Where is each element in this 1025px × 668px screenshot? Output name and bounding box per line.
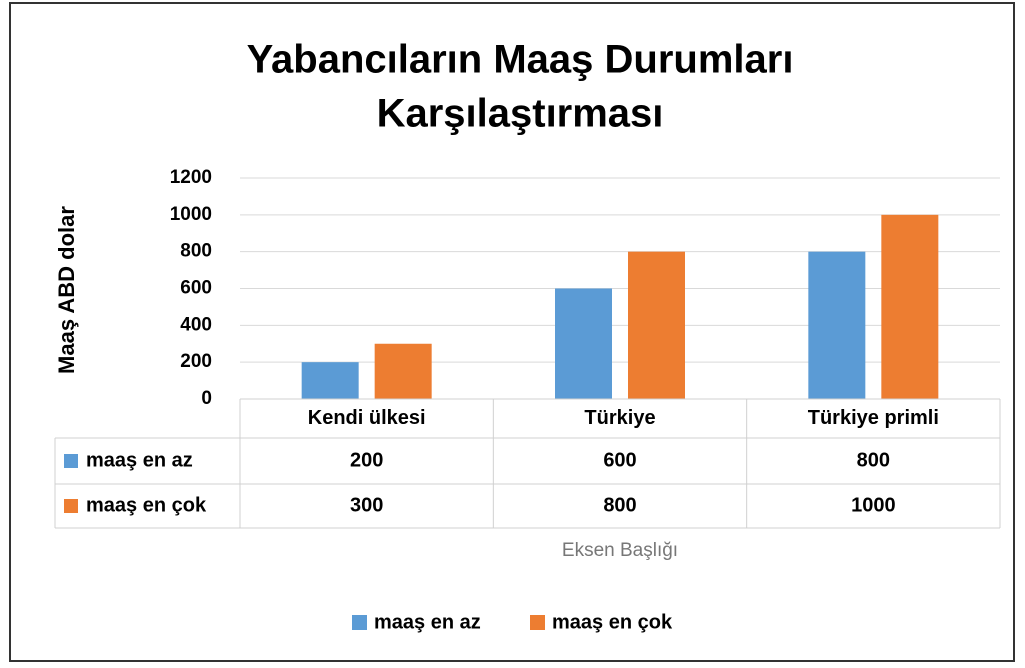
y-tick-label: 800 (180, 241, 212, 262)
bar (301, 362, 359, 399)
table-value: 800 (857, 449, 890, 471)
x-tick-label: Türkiye (584, 407, 655, 429)
legend-key (352, 615, 367, 630)
y-tick-label: 0 (201, 388, 212, 409)
legend-key (64, 499, 78, 513)
bar (374, 343, 432, 399)
chart-title: Karşılaştırması (377, 92, 664, 136)
y-tick-label: 200 (180, 351, 212, 372)
chart-title: Yabancıların Maaş Durumları (247, 38, 794, 82)
table-value: 200 (350, 449, 383, 471)
legend-key (530, 615, 545, 630)
bar (881, 214, 939, 399)
bar (555, 288, 612, 399)
legend-key (64, 454, 78, 468)
y-tick-label: 1200 (170, 167, 212, 188)
x-axis-title: Eksen Başlığı (562, 540, 678, 561)
y-tick-label: 600 (180, 278, 212, 299)
legend-label: maaş en az (374, 611, 481, 633)
bar (808, 251, 866, 399)
y-tick-label: 1000 (170, 204, 212, 225)
table-row-label: maaş en az (86, 449, 193, 471)
table-value: 1000 (851, 494, 896, 516)
y-tick-label: 400 (180, 314, 212, 335)
table-value: 300 (350, 494, 383, 516)
legend-label: maaş en çok (552, 611, 673, 633)
x-tick-label: Türkiye primli (808, 407, 939, 429)
table-value: 600 (603, 449, 636, 471)
x-tick-label: Kendi ülkesi (308, 407, 426, 429)
y-axis-title: Maaş ABD dolar (54, 206, 79, 374)
bar (628, 251, 685, 399)
table-row-label: maaş en çok (86, 494, 207, 516)
table-value: 800 (603, 494, 636, 516)
